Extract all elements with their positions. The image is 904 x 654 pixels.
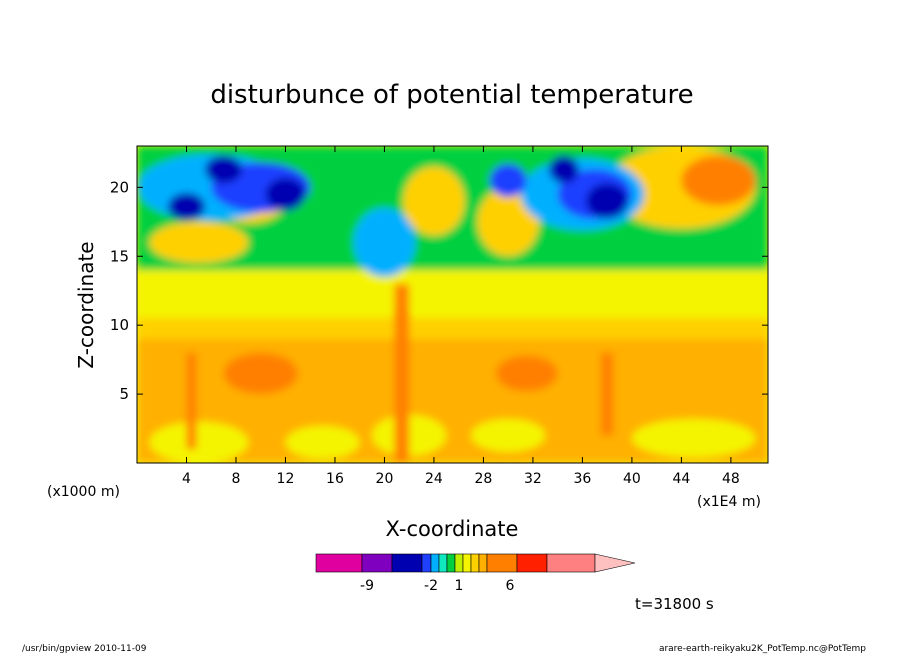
x-unit-left: (x1000 m) [47, 484, 120, 500]
contour-region [205, 155, 243, 184]
contour-region [223, 352, 298, 395]
colorbar-segment [470, 553, 480, 573]
contour-region [394, 283, 410, 463]
colorbar-tick-label: 1 [455, 578, 464, 594]
colorbar: -9 -2 1 6 [315, 553, 636, 594]
contour-region [489, 163, 527, 197]
colorbar-segment [430, 553, 440, 573]
colorbar-segment [421, 553, 432, 573]
y-axis-label: Z-coordinate [74, 241, 98, 368]
y-tick-label: 15 [110, 247, 129, 265]
x-tick-label: 48 [722, 471, 740, 487]
colorbar-segment [315, 553, 363, 573]
contour-region [586, 183, 629, 220]
colorbar-tick-label: 6 [506, 578, 515, 594]
x-tick-label: 4 [182, 471, 191, 487]
colorbar-segment [478, 553, 488, 573]
contour-region [471, 418, 546, 452]
colorbar-segment [462, 553, 472, 573]
x-tick-label: 16 [326, 471, 344, 487]
x-tick-label: 8 [232, 471, 241, 487]
colorbar-segment [361, 553, 393, 573]
colorbar-segment [446, 553, 456, 573]
x-tick-label: 28 [475, 471, 493, 487]
contour-region [631, 418, 756, 458]
contour-region [600, 352, 614, 436]
y-tick-label: 10 [110, 316, 129, 334]
contour-region [265, 177, 306, 211]
x-tick-label: 20 [376, 471, 394, 487]
x-unit-right: (x1E4 m) [697, 494, 761, 510]
contour-region [549, 155, 579, 184]
colorbar-segment [486, 553, 518, 573]
contour-region [285, 425, 360, 459]
contour-region [186, 352, 197, 450]
footer-left: /usr/bin/gpview 2010-11-09 [22, 644, 147, 654]
colorbar-segment [546, 553, 596, 573]
contour-region [167, 192, 206, 221]
colorbar-segment [438, 553, 448, 573]
y-tick-label: 5 [119, 385, 129, 403]
x-tick-label: 40 [623, 471, 641, 487]
colorbar-tick-label: -2 [424, 578, 438, 594]
contour-region [149, 421, 249, 463]
contour-region [495, 355, 558, 392]
time-label: t=31800 s [635, 595, 714, 613]
contour-region [353, 208, 416, 277]
contour-region [137, 263, 768, 312]
x-tick-label: 36 [573, 471, 591, 487]
x-tick-label: 32 [524, 471, 542, 487]
x-tick-label: 12 [277, 471, 295, 487]
colorbar-tick-label: -9 [360, 578, 374, 594]
y-tick-label: 20 [110, 178, 129, 196]
footer-right: arare-earth-reikyaku2K_PotTemp.nc@PotTem… [659, 644, 866, 654]
plot-area [137, 146, 768, 463]
colorbar-arrow [594, 553, 636, 573]
colorbar-segment [454, 553, 464, 573]
x-axis-label: X-coordinate [386, 517, 519, 541]
contour-region [149, 221, 249, 264]
contour-region [681, 155, 756, 206]
contour-region [137, 318, 768, 339]
x-tick-label: 44 [672, 471, 690, 487]
colorbar-segment [391, 553, 423, 573]
contour-region [403, 166, 465, 236]
x-tick-label: 24 [425, 471, 443, 487]
colorbar-segment [516, 553, 548, 573]
plot-frame [136, 145, 769, 464]
chart-title: disturbunce of potential temperature [210, 80, 693, 110]
